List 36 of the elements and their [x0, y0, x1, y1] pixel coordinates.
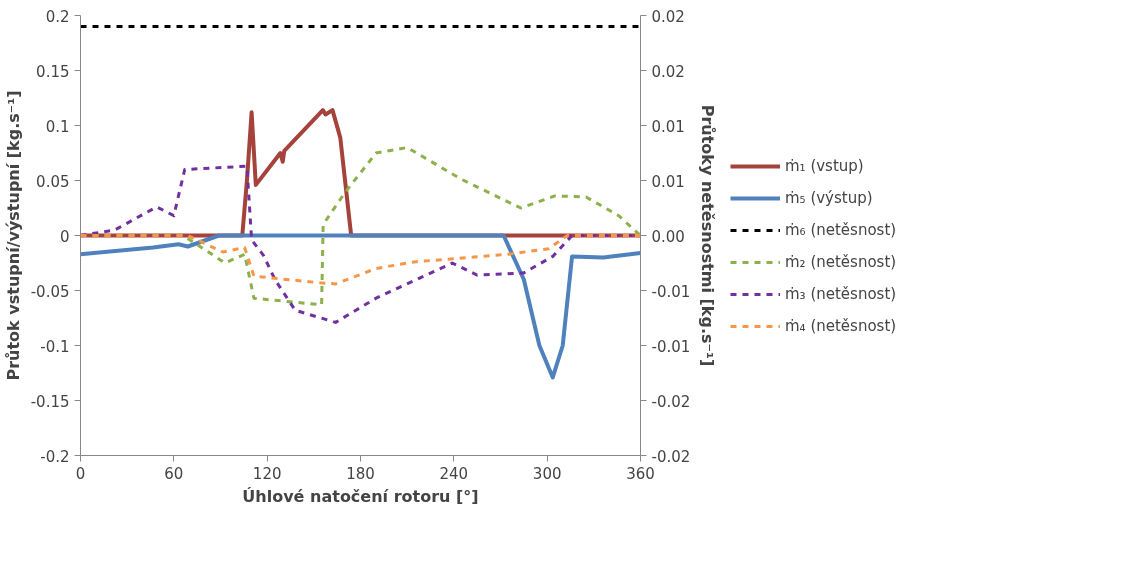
y-axis-title: Průtok vstupní/výstupní [kg.s⁻¹] — [3, 90, 23, 381]
line-series — [80, 234, 641, 286]
y-tick-label: 0.15 — [36, 62, 70, 81]
x-tick-label: 180 — [346, 464, 375, 483]
y2-axis-title: Průtoky netěsnostmi [kg.s⁻¹] — [698, 104, 718, 367]
x-axis-title: Úhlové natočení rotoru [°] — [242, 486, 479, 506]
y2-tick-label: 0.01 — [651, 117, 685, 136]
legend-label: ṁ₄ (netěsnost) — [785, 317, 897, 335]
y2-tick-label: 0.01 — [651, 172, 685, 191]
x-tick-label: 360 — [626, 464, 655, 483]
y-tick-label: 0.05 — [36, 172, 70, 191]
legend-label: ṁ₆ (netěsnost) — [785, 221, 897, 239]
y-tick-label: 0.2 — [45, 7, 70, 26]
y-tick-label: -0.05 — [30, 282, 70, 301]
legend-label: ṁ₂ (netěsnost) — [785, 253, 897, 271]
y2-tick-label: 0.00 — [651, 227, 685, 246]
x-tick-label: 60 — [164, 464, 184, 483]
y-tick-label: 0 — [59, 227, 70, 246]
x-tick-label: 120 — [252, 464, 282, 483]
y-tick-label: -0.1 — [40, 337, 70, 356]
line-series — [80, 233, 641, 380]
x-tick-label: 240 — [439, 464, 469, 483]
y2-tick-label: 0.02 — [651, 62, 685, 81]
y2-tick-label: -0.02 — [651, 447, 691, 466]
y2-tick-label: -0.01 — [651, 282, 691, 301]
y-tick-label: 0.1 — [45, 117, 70, 136]
y2-tick-label: -0.02 — [651, 392, 691, 411]
x-tick-label: 0 — [75, 464, 86, 483]
x-tick-label: 300 — [532, 464, 562, 483]
y2-tick-label: 0.02 — [651, 7, 685, 26]
legend-label: ṁ₅ (výstup) — [785, 189, 873, 207]
legend-label: ṁ₃ (netěsnost) — [785, 285, 897, 303]
legend-label: ṁ₁ (vstup) — [785, 157, 864, 175]
y2-tick-label: -0.01 — [651, 337, 691, 356]
y-tick-label: -0.15 — [30, 392, 70, 411]
y-tick-label: -0.2 — [40, 447, 70, 466]
